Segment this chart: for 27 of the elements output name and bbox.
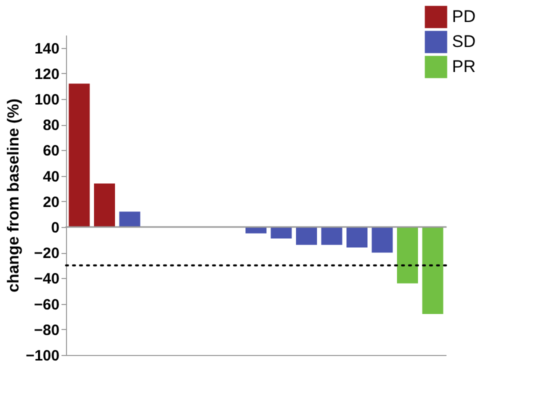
bar: [321, 227, 342, 245]
y-axis-title: change from baseline (%): [6, 98, 23, 292]
y-tick-label: 40: [42, 168, 60, 186]
y-tick-label: −60: [34, 296, 60, 314]
legend-label: SD: [452, 32, 476, 51]
y-tick-label: 140: [34, 40, 60, 58]
bar: [68, 84, 90, 227]
y-tick-label: 80: [42, 117, 60, 134]
bar: [422, 227, 444, 314]
y-tick-label: −80: [34, 322, 60, 339]
y-tick-label: 0: [51, 220, 60, 236]
bar: [94, 183, 116, 227]
y-tick-label: −40: [34, 270, 60, 288]
y-tick-label: 120: [34, 66, 60, 83]
legend-label: PD: [452, 7, 476, 26]
bar: [270, 227, 292, 239]
y-tick-label: −100: [26, 348, 60, 364]
y-tick-label: 60: [42, 142, 60, 160]
bar: [119, 212, 140, 227]
bar: [296, 227, 317, 245]
bar: [396, 227, 418, 284]
y-tick-label: 100: [34, 92, 60, 108]
legend-label: PR: [452, 57, 476, 76]
bar: [372, 227, 393, 253]
y-tick-label: 20: [42, 194, 60, 211]
y-tick-label: −20: [34, 245, 60, 262]
bar: [346, 227, 368, 248]
